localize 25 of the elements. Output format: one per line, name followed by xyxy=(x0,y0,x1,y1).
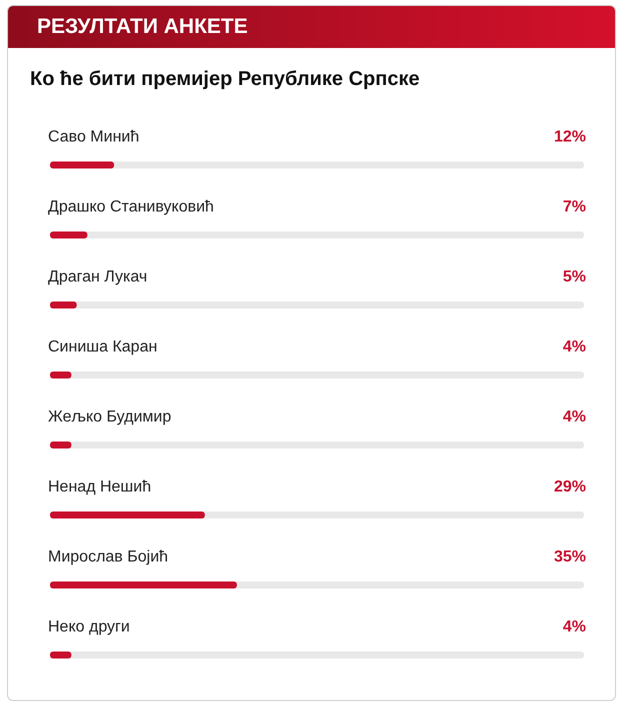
y-tick-label: Саво Минић xyxy=(48,128,140,146)
bar xyxy=(50,512,205,518)
y-tick-label: Синиша Каран xyxy=(48,338,158,356)
bar xyxy=(50,302,77,308)
y-tick-label: Мирослав Бојић xyxy=(48,548,168,566)
data-label: 29% xyxy=(554,478,586,496)
data-label: 35% xyxy=(554,548,586,566)
data-label: 4% xyxy=(562,408,586,426)
data-label: 4% xyxy=(562,338,586,356)
data-label: 12% xyxy=(554,128,586,146)
chart-title: РЕЗУЛТАТИ АНКЕТЕ xyxy=(8,6,615,48)
y-tick-label: Драган Лукач xyxy=(48,268,148,286)
bar xyxy=(50,652,72,658)
data-label: 4% xyxy=(562,618,586,636)
bar xyxy=(50,442,72,448)
bar xyxy=(50,372,72,378)
y-tick-label: Неко други xyxy=(48,618,130,636)
data-label: 7% xyxy=(562,198,586,216)
bar xyxy=(50,162,114,168)
chart-subtitle: Ко ће бити премијер Републике Српске xyxy=(30,68,420,91)
bar xyxy=(50,232,88,238)
data-label: 5% xyxy=(562,268,586,286)
y-tick-label: Ненад Нешић xyxy=(48,478,152,496)
y-tick-label: Драшко Станивуковић xyxy=(48,198,214,216)
y-tick-label: Жељко Будимир xyxy=(48,408,172,426)
